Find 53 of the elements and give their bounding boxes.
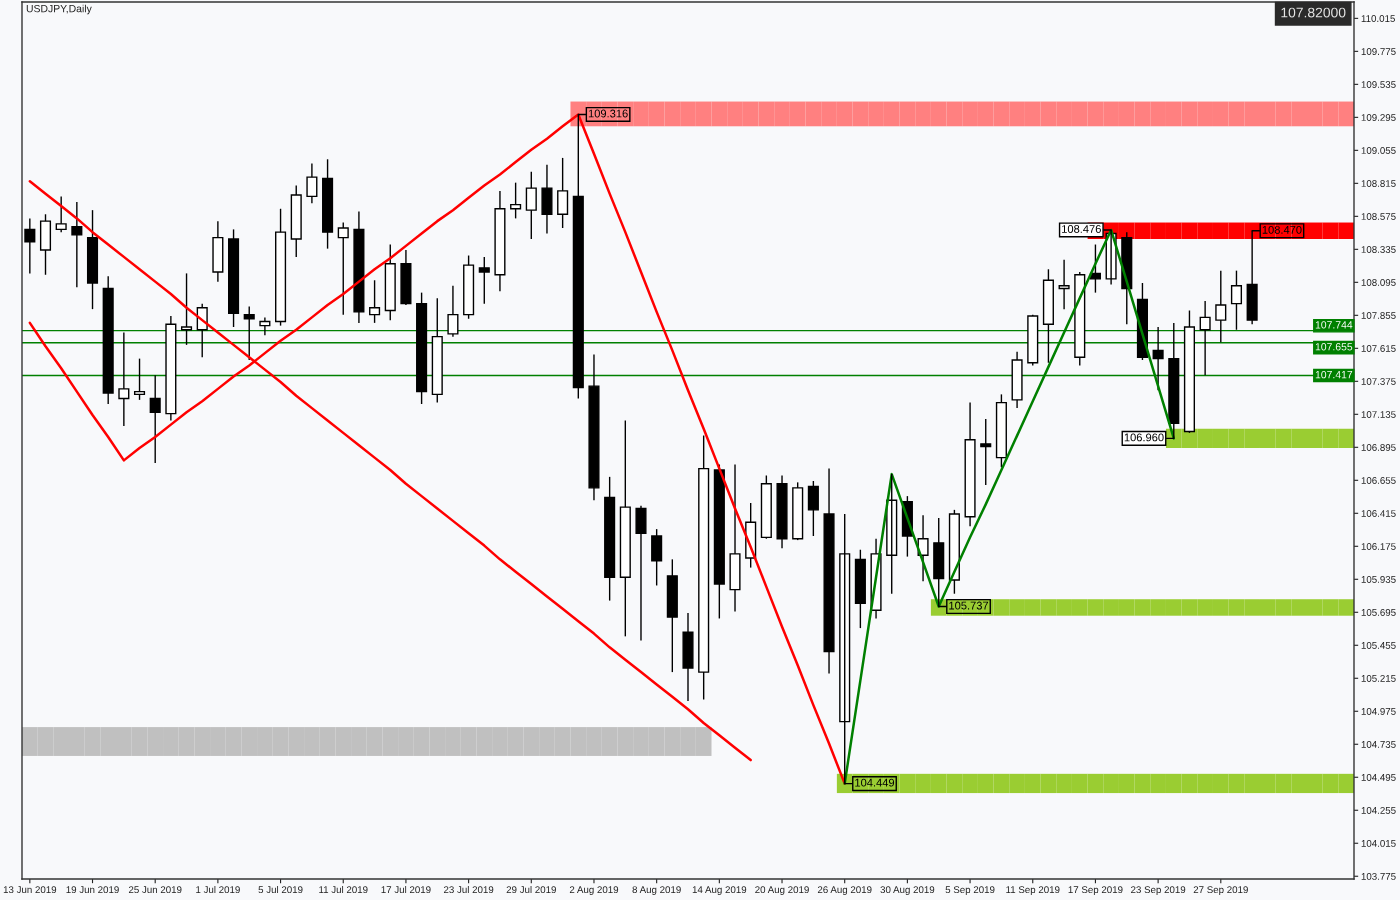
y-tick-label: 108.815 (1361, 180, 1396, 187)
y-tick-label: 104.015 (1361, 839, 1396, 847)
y-tick-label: 107.135 (1361, 411, 1396, 418)
x-tick-label: 14 Aug 2019 (692, 886, 747, 896)
y-tick-label: 105.695 (1361, 609, 1396, 616)
y-tick-label: 108.335 (1361, 246, 1396, 253)
y-tick-label: 107.855 (1361, 312, 1396, 319)
y-tick-label: 105.215 (1361, 675, 1396, 682)
x-tick-label: 20 Aug 2019 (755, 886, 809, 896)
y-tick-label: 106.655 (1361, 477, 1396, 484)
x-tick-label: 5 Sep 2019 (945, 886, 995, 896)
x-tick-label: 19 Jun 2019 (66, 886, 119, 894)
x-tick-label: 13 Jun 2019 (3, 886, 57, 894)
y-tick-label: 104.975 (1361, 708, 1396, 715)
y-tick-label: 104.255 (1361, 806, 1396, 814)
y-tick-label: 104.735 (1361, 741, 1396, 748)
x-tick-label: 27 Sep 2019 (1193, 886, 1248, 896)
y-tick-label: 109.775 (1361, 48, 1396, 55)
x-tick-label: 8 Aug 2019 (632, 886, 681, 896)
y-tick-label: 107.375 (1361, 378, 1396, 385)
y-tick-label: 110.015 (1361, 15, 1395, 22)
x-tick-label: 11 Sep 2019 (1006, 886, 1060, 896)
y-tick-label: 108.575 (1361, 213, 1396, 220)
y-tick-label: 105.455 (1361, 642, 1396, 649)
annotation: 107.82000 (1281, 7, 1346, 18)
y-tick-label: 103.775 (1361, 872, 1396, 880)
y-tick-label: 109.535 (1361, 81, 1396, 88)
y-tick-label: 109.055 (1361, 147, 1396, 154)
ref-line-label: 107.655 (1315, 343, 1353, 351)
x-tick-label: 29 Jul 2019 (506, 885, 556, 894)
x-tick-label: 26 Aug 2019 (817, 886, 872, 896)
y-tick-label: 104.495 (1361, 774, 1396, 781)
ref-line-label: 107.744 (1315, 321, 1353, 329)
x-tick-label: 1 Jul 2019 (196, 885, 240, 894)
ref-line-label: 107.417 (1315, 370, 1353, 379)
y-tick-label: 108.095 (1361, 279, 1396, 286)
y-tick-label: 105.935 (1361, 576, 1396, 583)
x-tick-label: 17 Sep 2019 (1068, 886, 1123, 896)
x-tick-label: 11 Jul 2019 (319, 885, 368, 894)
x-tick-label: 25 Jun 2019 (128, 886, 182, 894)
y-tick-label: 106.415 (1361, 510, 1396, 517)
x-tick-label: 5 Jul 2019 (258, 885, 303, 894)
x-tick-label: 17 Jul 2019 (381, 885, 431, 894)
x-tick-label: 30 Aug 2019 (880, 886, 935, 896)
chart-title: USDJPY,Daily (26, 4, 92, 15)
y-tick-label: 106.895 (1361, 444, 1396, 451)
x-tick-label: 2 Aug 2019 (569, 886, 619, 896)
y-tick-label: 107.615 (1361, 345, 1396, 352)
y-tick-label: 109.295 (1361, 114, 1396, 121)
x-tick-label: 23 Jul 2019 (443, 885, 494, 894)
x-tick-label: 23 Sep 2019 (1131, 886, 1186, 896)
y-tick-label: 106.175 (1361, 543, 1396, 550)
annotation: 106.960 (1124, 433, 1164, 442)
